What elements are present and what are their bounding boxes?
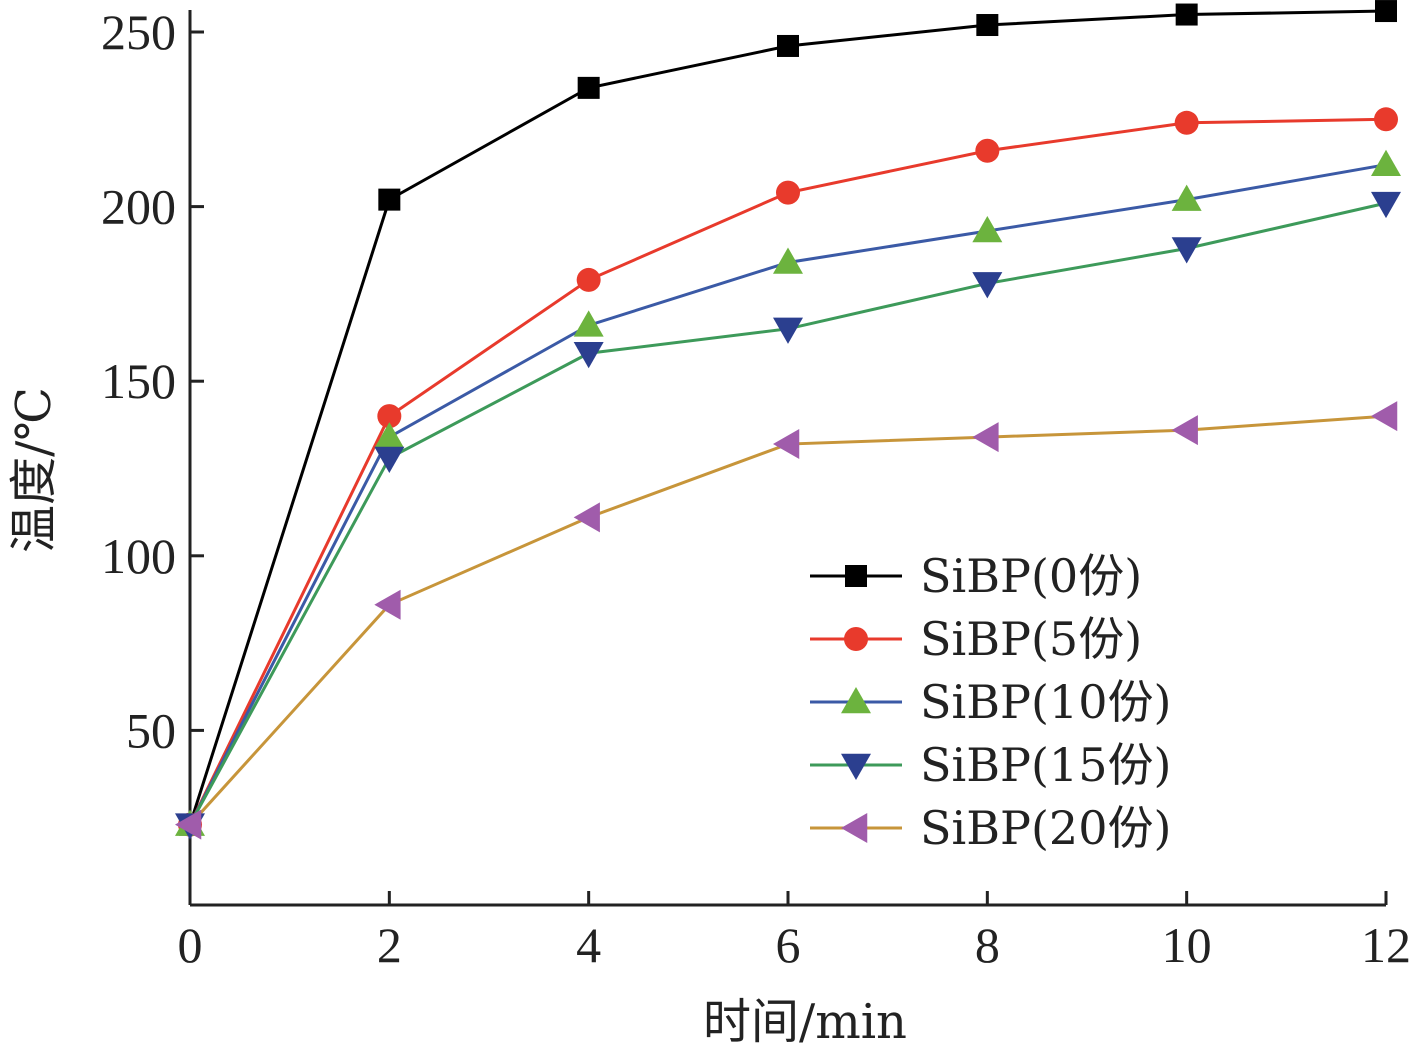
data-point bbox=[378, 188, 401, 211]
y-tick-label: 250 bbox=[101, 4, 176, 60]
legend-marker bbox=[841, 687, 871, 714]
legend-label: SiBP(15份) bbox=[920, 738, 1171, 792]
x-tick-label: 10 bbox=[1162, 917, 1212, 973]
data-point bbox=[1171, 237, 1202, 264]
series-lines bbox=[188, 9, 1387, 826]
data-point bbox=[573, 342, 604, 369]
data-point bbox=[972, 272, 1003, 299]
data-point bbox=[377, 404, 402, 429]
series-markers bbox=[175, 0, 1401, 840]
legend-label: SiBP(10份) bbox=[920, 675, 1171, 729]
legend-label: SiBP(5份) bbox=[920, 612, 1142, 666]
legend-marker bbox=[841, 753, 871, 780]
data-point bbox=[576, 267, 601, 292]
x-tick-label: 4 bbox=[576, 917, 601, 973]
x-axis-title: 时间/min bbox=[703, 994, 907, 1048]
data-point bbox=[773, 247, 803, 274]
data-point bbox=[1374, 107, 1398, 132]
data-point bbox=[1171, 415, 1198, 446]
data-point bbox=[1175, 3, 1198, 26]
legend-marker bbox=[844, 627, 868, 651]
y-axis-title: 温度/℃ bbox=[6, 387, 62, 553]
data-point bbox=[975, 138, 1000, 163]
data-point bbox=[175, 809, 202, 840]
data-point bbox=[1371, 401, 1398, 432]
x-tick-label: 6 bbox=[776, 917, 801, 973]
data-point bbox=[777, 34, 799, 57]
data-point bbox=[577, 76, 600, 99]
data-point bbox=[573, 310, 604, 337]
data-point bbox=[773, 429, 800, 460]
data-point bbox=[1371, 149, 1401, 176]
data-point bbox=[374, 446, 405, 474]
legend-label: SiBP(0份) bbox=[920, 549, 1142, 603]
y-ticks: 50 100 150 200 250 bbox=[101, 4, 204, 758]
data-point bbox=[1375, 0, 1397, 23]
data-point bbox=[972, 216, 1003, 243]
data-point bbox=[1171, 184, 1202, 211]
data-point bbox=[976, 14, 999, 37]
x-ticks: 0 2 4 6 8 10 12 bbox=[178, 891, 1411, 973]
legend-marker bbox=[841, 813, 868, 843]
data-point bbox=[573, 502, 600, 533]
series-line bbox=[188, 117, 1387, 826]
legend: SiBP(0份) SiBP(5份) SiBP(10份) SiBP(15份) SiBP(2… bbox=[810, 549, 1171, 855]
x-tick-label: 0 bbox=[178, 917, 203, 973]
x-tick-label: 2 bbox=[377, 917, 402, 973]
legend-label: SiBP(20份) bbox=[920, 801, 1171, 855]
data-point bbox=[374, 589, 401, 620]
y-tick-label: 150 bbox=[101, 353, 176, 409]
data-point bbox=[374, 422, 405, 449]
y-tick-label: 50 bbox=[126, 702, 176, 758]
y-tick-label: 200 bbox=[101, 179, 176, 235]
x-tick-label: 12 bbox=[1361, 917, 1411, 973]
data-point bbox=[1174, 110, 1199, 135]
data-point bbox=[776, 180, 800, 205]
legend-marker bbox=[845, 565, 867, 587]
x-tick-label: 8 bbox=[975, 917, 1000, 973]
data-point bbox=[773, 317, 803, 344]
series-line bbox=[188, 9, 1387, 826]
data-point bbox=[972, 422, 999, 453]
y-tick-label: 100 bbox=[101, 528, 176, 584]
data-point bbox=[1371, 191, 1401, 219]
series-line bbox=[188, 201, 1387, 826]
